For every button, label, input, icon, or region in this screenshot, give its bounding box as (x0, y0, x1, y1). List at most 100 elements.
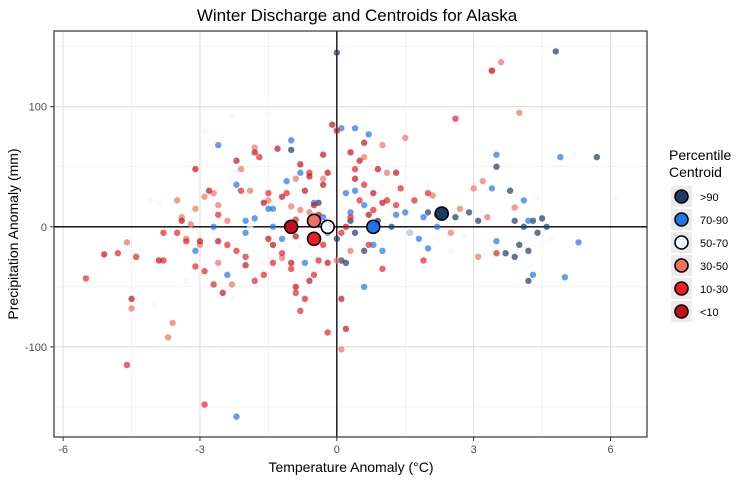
data-point (575, 239, 582, 246)
data-point (324, 329, 331, 336)
data-point (192, 263, 199, 270)
data-point (516, 241, 523, 249)
data-point (525, 247, 532, 255)
centroid-point (283, 219, 299, 235)
data-point (292, 289, 299, 297)
data-point (260, 199, 268, 206)
data-point (283, 189, 290, 197)
y-tick-label: 0 (41, 222, 47, 234)
data-point (497, 59, 505, 66)
legend-label: 50-70 (700, 238, 728, 250)
data-point (360, 139, 368, 146)
data-point (169, 319, 176, 327)
data-point (534, 229, 541, 236)
data-point (525, 217, 532, 224)
data-point (242, 262, 249, 269)
legend-key (674, 235, 689, 250)
data-point (192, 165, 199, 173)
data-point (392, 169, 400, 176)
data-point (424, 209, 432, 216)
data-point (329, 121, 336, 128)
data-point (360, 201, 368, 209)
data-point (511, 217, 518, 224)
data-point (461, 233, 468, 240)
data-point (155, 199, 163, 206)
data-point (324, 169, 331, 176)
data-point (383, 169, 391, 176)
data-point (470, 185, 477, 192)
data-point (411, 197, 418, 204)
data-point (228, 113, 236, 120)
data-point (283, 177, 290, 185)
data-point (611, 194, 619, 202)
legend-label: <10 (700, 307, 719, 319)
data-point (424, 245, 432, 252)
data-point (347, 247, 354, 255)
data-point (529, 217, 537, 224)
data-point (379, 247, 386, 255)
data-point (310, 271, 318, 279)
data-point (465, 209, 473, 216)
data-point (370, 241, 377, 249)
data-point (123, 239, 131, 246)
data-point (347, 209, 354, 216)
data-point (392, 211, 400, 218)
data-point (402, 175, 409, 182)
data-point (520, 197, 528, 204)
data-point (452, 213, 459, 221)
data-point (310, 201, 318, 209)
centroid-point (366, 219, 381, 235)
data-point (224, 217, 231, 224)
legend-key (674, 212, 689, 227)
data-point (274, 145, 281, 152)
data-point (292, 233, 299, 240)
data-point (420, 257, 427, 264)
data-point (342, 325, 350, 333)
data-point (297, 206, 304, 214)
data-point (324, 259, 331, 267)
data-point (392, 201, 400, 209)
data-point (192, 247, 199, 255)
data-point (365, 131, 372, 138)
data-point (196, 238, 204, 245)
data-point (388, 223, 395, 230)
data-point (210, 223, 217, 230)
data-point (155, 257, 163, 264)
data-point (593, 153, 601, 161)
data-point (278, 235, 286, 243)
data-point (370, 189, 377, 197)
data-point (338, 257, 345, 264)
legend-label: >90 (700, 192, 719, 204)
data-point (333, 49, 341, 56)
data-point (402, 209, 409, 216)
data-point (246, 223, 254, 230)
data-points (82, 48, 619, 420)
data-point (488, 67, 496, 74)
data-point (269, 241, 277, 249)
data-point (319, 151, 327, 158)
data-point (219, 347, 226, 354)
data-point (301, 295, 309, 303)
data-point (415, 235, 423, 243)
data-point (160, 229, 167, 236)
data-point (319, 175, 327, 182)
data-point (356, 197, 363, 204)
x-axis-ticks: -6 -3 0 3 6 (58, 437, 614, 456)
data-point (493, 163, 500, 170)
legend-label: 10-30 (700, 284, 728, 296)
data-point (319, 241, 327, 249)
data-point (356, 157, 363, 164)
data-point (338, 295, 345, 303)
data-point (201, 193, 208, 200)
data-point (342, 189, 350, 197)
data-point (164, 334, 172, 341)
data-point (292, 175, 299, 182)
data-point (475, 217, 482, 224)
data-point (397, 185, 404, 192)
data-point (128, 295, 135, 303)
data-point (529, 271, 537, 279)
data-point (215, 201, 222, 209)
data-point (351, 125, 359, 132)
data-point (201, 268, 208, 275)
